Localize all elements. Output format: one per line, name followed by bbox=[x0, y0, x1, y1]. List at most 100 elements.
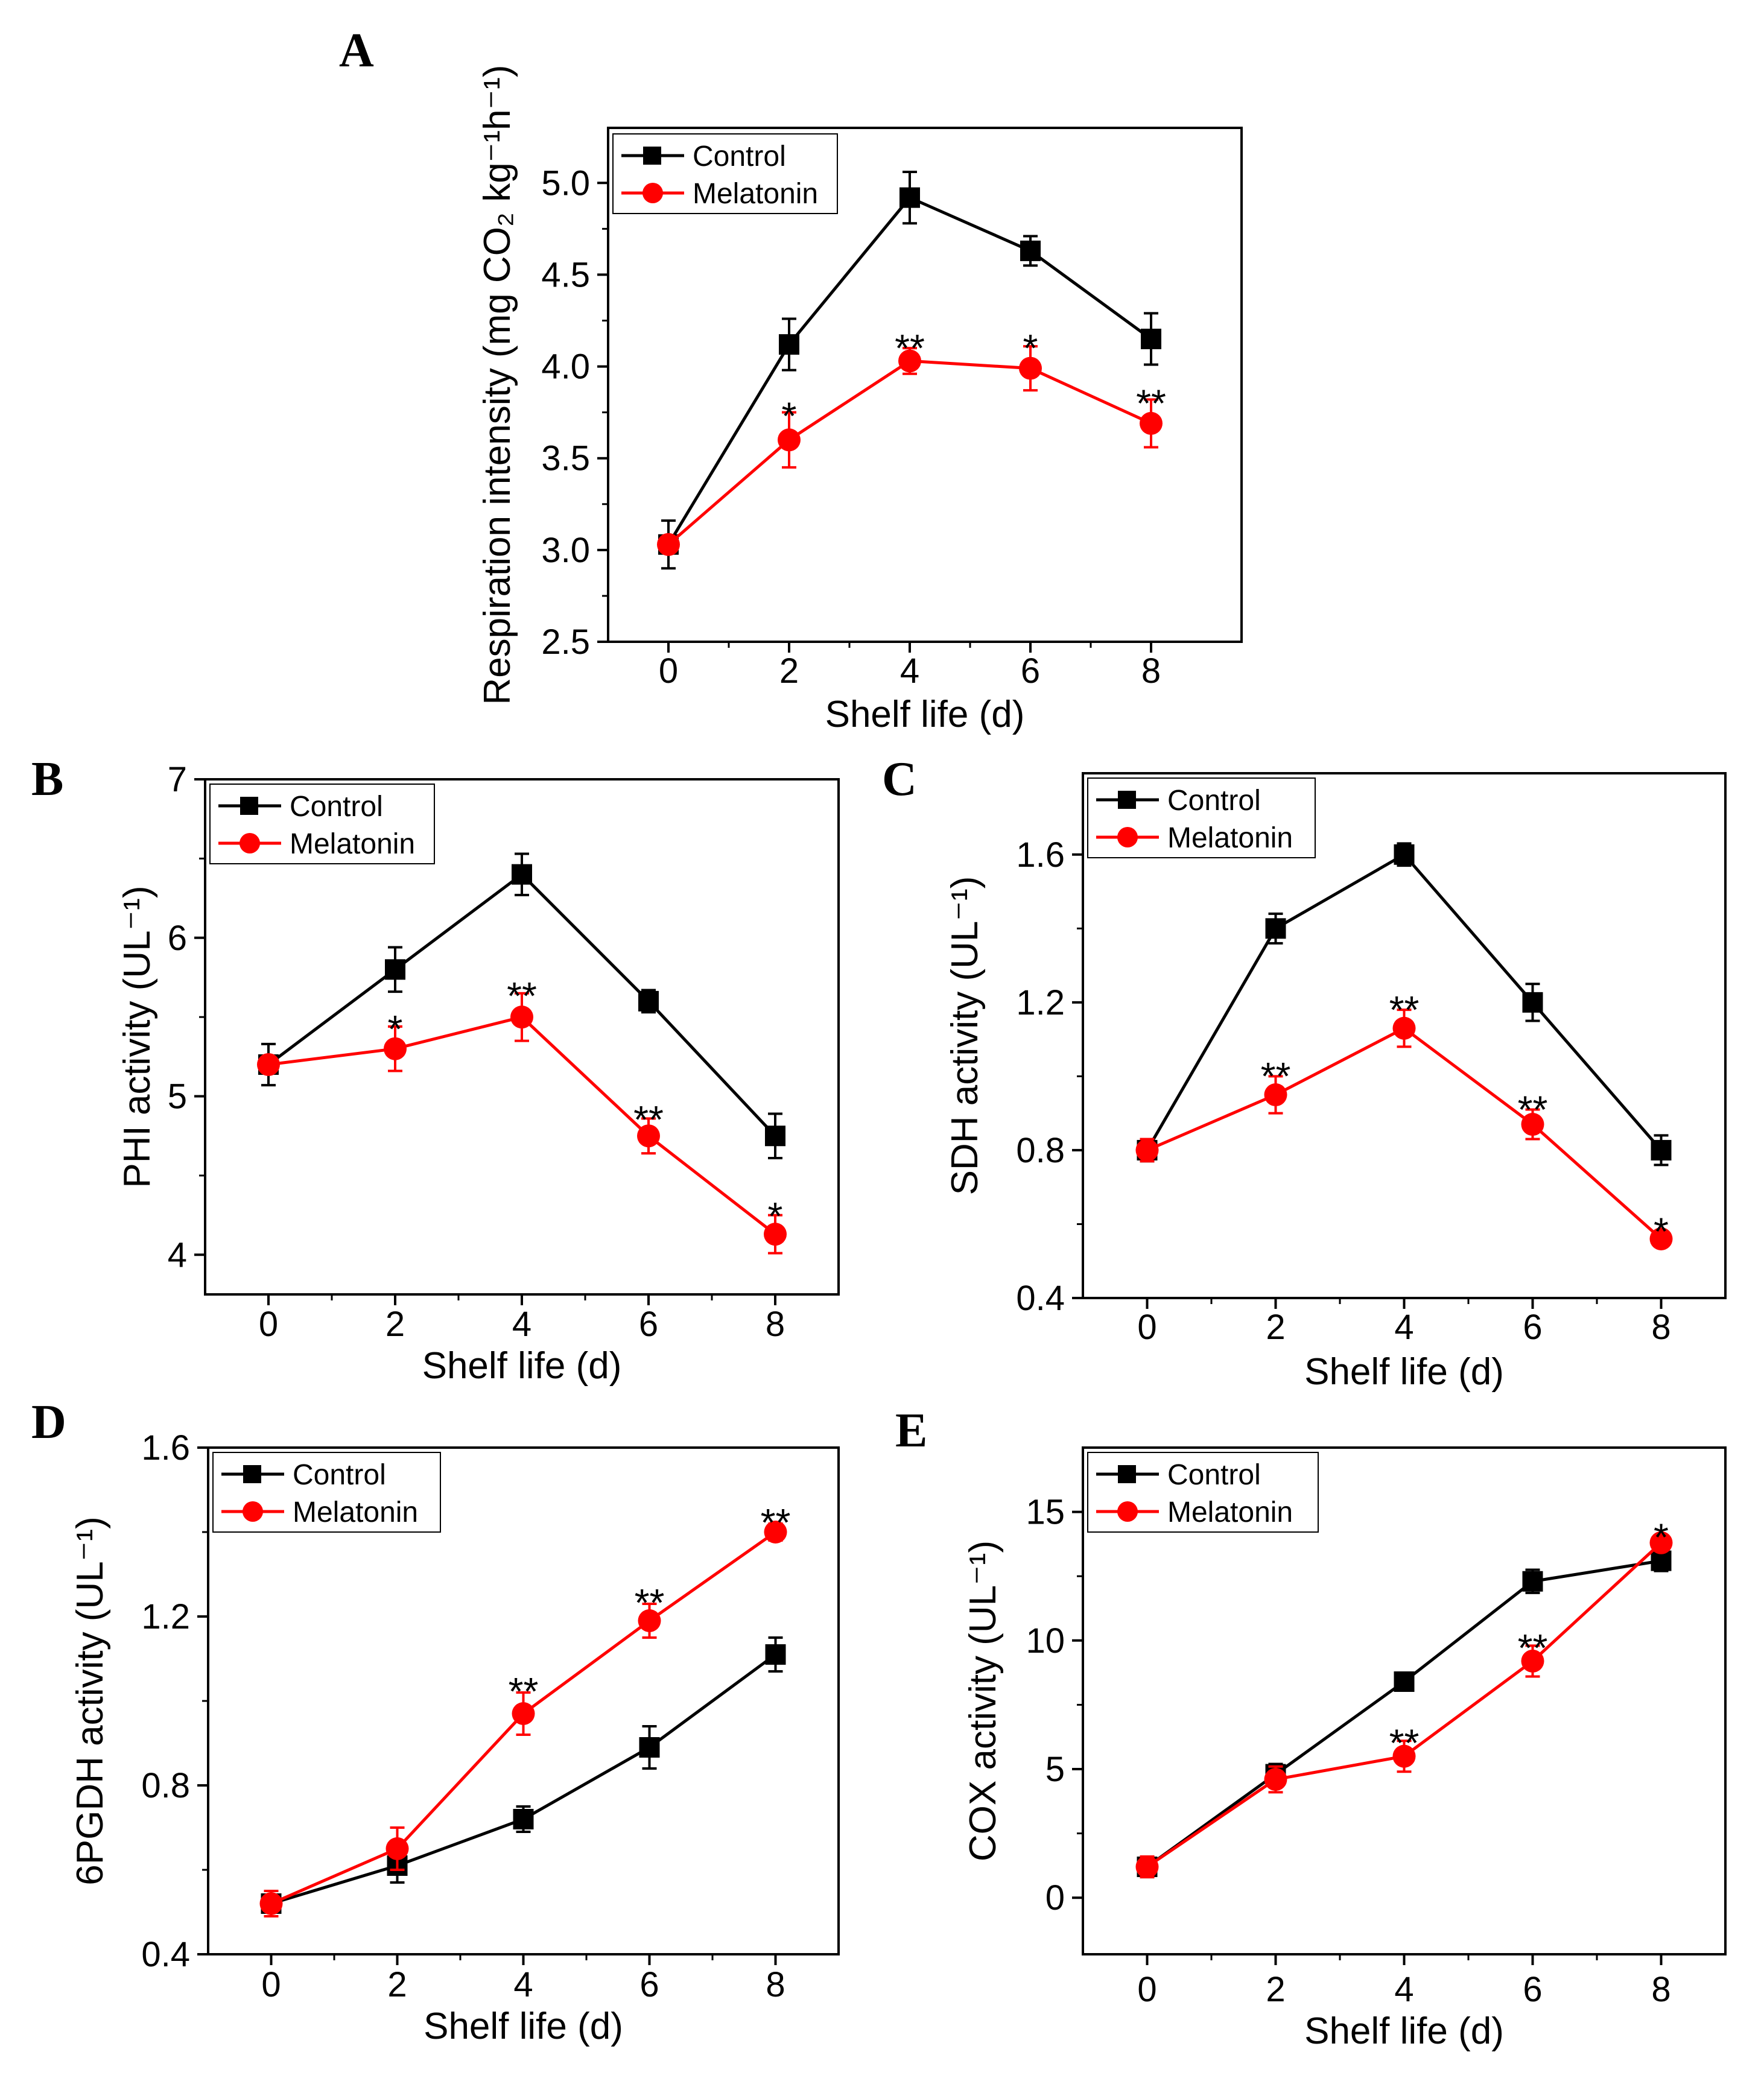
panel-e-legend-melatonin-label: Melatonin bbox=[1167, 1496, 1293, 1528]
panel-a-y-tick-label: 3.0 bbox=[541, 531, 590, 570]
panel-e-x-tick-label: 6 bbox=[1523, 1970, 1542, 2009]
panel-b-series-control-point bbox=[638, 990, 659, 1012]
panel-b-y-tick-label: 4 bbox=[168, 1235, 187, 1274]
panel-e-y-tick-label: 0 bbox=[1045, 1878, 1065, 1917]
panel-e-letter-group: E bbox=[895, 1404, 927, 1457]
panel-e-y-tick-label: 5 bbox=[1045, 1750, 1065, 1789]
panel-letter-a: A bbox=[339, 24, 374, 77]
panel-c-legend-control-marker bbox=[1118, 791, 1136, 809]
panel-e-legend-control-marker bbox=[1118, 1465, 1136, 1483]
panel-b-legend-melatonin-marker bbox=[240, 833, 260, 853]
panel-b-x-axis-title: Shelf life (d) bbox=[422, 1345, 622, 1387]
panel-b-legend-control-label: Control bbox=[290, 791, 383, 823]
panel-b-series-melatonin-point bbox=[257, 1053, 280, 1076]
panel-d-x-tick-label: 0 bbox=[261, 1965, 281, 2004]
panel-e-series-melatonin-line bbox=[1146, 1541, 1663, 1869]
panel-b-y-axis-title: PHI activity (UL⁻¹) bbox=[116, 885, 158, 1188]
panel-d-legend: Control Melatonin bbox=[212, 1452, 441, 1533]
panel-c-legend-melatonin-label: Melatonin bbox=[1167, 822, 1293, 854]
panel-a-y-tick-label: 2.5 bbox=[541, 622, 590, 662]
panel-c-x-tick-label: 4 bbox=[1394, 1308, 1413, 1347]
panel-a-x-axis-title: Shelf life (d) bbox=[825, 694, 1025, 735]
panel-c-x-tick-label: 8 bbox=[1651, 1308, 1670, 1347]
panel-d-x-tick-label: 6 bbox=[639, 1965, 659, 2004]
panel-a-series-control-point bbox=[779, 334, 799, 355]
panel-c-significance-label: * bbox=[1654, 1209, 1669, 1253]
panel-e-x-tick-label: 4 bbox=[1394, 1970, 1413, 2009]
panel-c-series-melatonin-point bbox=[1649, 1227, 1673, 1250]
panel-c-letter-group: C bbox=[882, 753, 917, 806]
panel-d-legend-melatonin-label: Melatonin bbox=[293, 1496, 418, 1528]
panel-c-x-tick-label: 0 bbox=[1137, 1308, 1156, 1347]
panel-d-x-tick-label: 2 bbox=[387, 1965, 407, 2004]
panel-a-series-control-point bbox=[1020, 240, 1041, 261]
panel-b-x-tick-label: 0 bbox=[259, 1305, 278, 1344]
panel-b-significance-label: ** bbox=[507, 974, 537, 1018]
panel-letter-e: E bbox=[895, 1404, 927, 1457]
panel-e-x-tick-label: 2 bbox=[1266, 1970, 1285, 2009]
panel-c-legend: Control Melatonin bbox=[1087, 777, 1316, 858]
panel-d-significance-label: ** bbox=[635, 1581, 665, 1624]
panel-d-series-melatonin-point bbox=[385, 1837, 409, 1860]
panel-b-legend-control-marker bbox=[240, 797, 258, 815]
panel-a-x-tick-label: 0 bbox=[659, 651, 678, 691]
panel-d-y-tick-label: 1.6 bbox=[141, 1428, 190, 1468]
panel-b-series-control-point bbox=[765, 1126, 785, 1147]
panel-b-x-tick-label: 4 bbox=[512, 1305, 531, 1344]
panel-d-significance-label: ** bbox=[761, 1501, 791, 1544]
panel-a-legend: Control Melatonin bbox=[612, 133, 838, 214]
panel-d-legend-melatonin-marker bbox=[243, 1501, 263, 1522]
panel-c-significance-label: ** bbox=[1261, 1054, 1291, 1098]
panel-d-y-tick-label: 1.2 bbox=[141, 1597, 190, 1636]
panel-e-series-melatonin-point bbox=[1649, 1531, 1673, 1554]
panel-a-series-melatonin bbox=[657, 345, 1163, 556]
panel-e-significance-label: ** bbox=[1389, 1721, 1420, 1765]
panel-e-series-control-line bbox=[1146, 1559, 1661, 1869]
panel-a-x-tick-label: 2 bbox=[779, 651, 799, 691]
panel-a-series-melatonin-point bbox=[898, 349, 921, 373]
panel-d-x-tick-label: 8 bbox=[766, 1965, 785, 2004]
panel-c-series-melatonin-point bbox=[1135, 1138, 1159, 1162]
panel-a-significance-label: ** bbox=[895, 326, 925, 370]
panel-a-series-melatonin-point bbox=[657, 533, 680, 556]
panel-b-significance-label: ** bbox=[633, 1098, 664, 1141]
panel-a-y-tick-label: 4.0 bbox=[541, 347, 590, 387]
panel-d-series-control-point bbox=[639, 1737, 660, 1758]
panel-b-series-melatonin-line bbox=[268, 1015, 776, 1236]
panel-b-legend-melatonin-label: Melatonin bbox=[290, 828, 415, 860]
panel-b-series-melatonin-point bbox=[637, 1124, 660, 1148]
panel-d-y-tick-label: 0.8 bbox=[141, 1766, 190, 1805]
panel-a-series-control-point bbox=[899, 187, 920, 208]
panel-b-significance-label: * bbox=[388, 1007, 403, 1051]
panel-b-series-melatonin bbox=[257, 992, 787, 1255]
panel-c-legend-melatonin-marker bbox=[1117, 827, 1138, 847]
panel-d-legend-control-marker bbox=[243, 1465, 261, 1483]
panel-c-series-control-point bbox=[1265, 918, 1286, 939]
panel-e-series-control-point bbox=[1394, 1671, 1415, 1692]
panel-e-series-melatonin-point bbox=[1264, 1768, 1287, 1791]
panel-a-series-melatonin-point bbox=[1140, 411, 1163, 435]
panel-d-series-control-point bbox=[513, 1809, 534, 1829]
panel-c-series-control-point bbox=[1394, 844, 1415, 865]
panel-a-x-tick-label: 8 bbox=[1141, 651, 1161, 691]
panel-d-series-melatonin-point bbox=[764, 1521, 787, 1544]
panel-a-legend-melatonin-marker bbox=[642, 183, 663, 203]
panel-d-series-control-point bbox=[765, 1644, 786, 1665]
panel-d-y-axis-title: 6PGDH activity (UL⁻¹) bbox=[69, 1516, 111, 1885]
panel-b-series-control-point bbox=[512, 864, 532, 885]
panel-c-x-tick-label: 2 bbox=[1266, 1308, 1285, 1347]
panel-d-x-tick-label: 4 bbox=[513, 1965, 533, 2004]
panel-c-series-melatonin-point bbox=[1392, 1016, 1416, 1040]
panel-e-series-melatonin-point bbox=[1392, 1744, 1416, 1768]
panel-c-y-axis-title: SDH activity (UL⁻¹) bbox=[944, 876, 986, 1195]
panel-b-legend: Control Melatonin bbox=[209, 784, 435, 864]
panel-b-letter-group: B bbox=[31, 753, 63, 806]
panel-e-series-control-point bbox=[1522, 1571, 1543, 1592]
panel-a-significance-label: * bbox=[782, 394, 797, 438]
panel-e-x-axis-title: Shelf life (d) bbox=[1304, 2010, 1504, 2052]
panel-b-significance-label: * bbox=[768, 1194, 783, 1238]
panel-c-y-tick-label: 1.6 bbox=[1016, 835, 1065, 875]
panel-a-series-control-point bbox=[1141, 328, 1161, 349]
panel-d-series-melatonin bbox=[259, 1521, 787, 1917]
panel-a-y-axis-title: Respiration intensity (mg CO₂ kg⁻¹h⁻¹) bbox=[477, 65, 518, 705]
